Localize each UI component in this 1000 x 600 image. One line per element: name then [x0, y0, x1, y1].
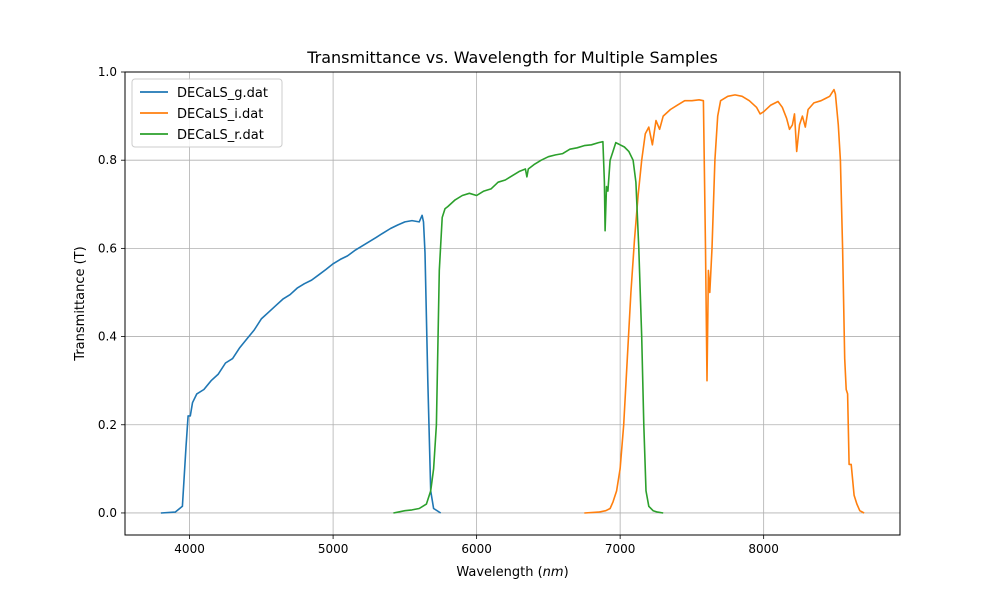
legend-label: DECaLS_i.dat — [177, 107, 263, 122]
legend: DECaLS_g.dat DECaLS_i.dat DECaLS_r.dat — [131, 78, 283, 148]
x-tick-label: 8000 — [748, 542, 779, 556]
x-axis-label-suffix: ) — [564, 565, 569, 580]
y-tick-label: 0.2 — [98, 418, 117, 432]
x-tick-label: 6000 — [461, 542, 492, 556]
series-line-decals-r-dat — [393, 140, 664, 514]
legend-label: DECaLS_r.dat — [177, 128, 264, 143]
x-tick-label: 5000 — [318, 542, 349, 556]
y-tick-label: 0.4 — [98, 330, 117, 344]
x-axis-label-unit: nm — [543, 565, 564, 580]
series-line-decals-g-dat — [160, 214, 442, 514]
y-tick-label: 0.8 — [98, 153, 117, 167]
series-group — [160, 88, 865, 514]
y-tick-label: 0.6 — [98, 241, 117, 255]
x-axis-label-prefix: Wavelength ( — [456, 565, 542, 580]
legend-label: DECaLS_g.dat — [177, 86, 268, 101]
chart-title: Transmittance vs. Wavelength for Multipl… — [306, 48, 718, 67]
legend-box — [131, 78, 283, 148]
y-axis-label: Transmittance (T) — [73, 246, 88, 361]
x-tick-label: 7000 — [605, 542, 636, 556]
y-tick-label: 0.0 — [98, 506, 117, 520]
plot-frame — [124, 71, 901, 536]
ticks: 4000 5000 6000 7000 8000 0.0 0.2 0.4 0.6 0.8 1.0 — [98, 65, 779, 556]
y-tick-label: 1.0 — [98, 65, 117, 79]
x-axis-label: Wavelength (nm) — [456, 565, 568, 580]
x-tick-label: 4000 — [174, 542, 205, 556]
series-line-decals-i-dat — [584, 88, 865, 514]
